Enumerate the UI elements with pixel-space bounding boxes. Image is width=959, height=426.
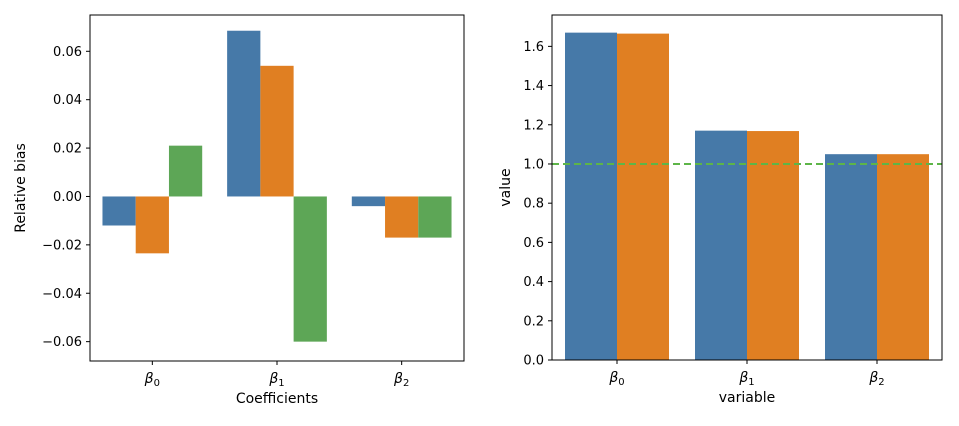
x-tick-label: β1 — [268, 371, 284, 389]
y-axis-label: Relative bias — [13, 143, 29, 233]
y-tick-label: 0.4 — [523, 275, 544, 290]
y-tick-label: 0.8 — [523, 197, 544, 212]
x-tick-label: β0 — [144, 371, 160, 389]
y-tick-label: 1.4 — [523, 79, 544, 94]
x-tick-label: β2 — [393, 371, 409, 389]
bar-series-3-cat-0 — [168, 145, 203, 197]
left-chart-relative-bias: −0.06 −0.04 −0.02 0.00 0.02 0.04 0.06 β0 β1 β2 Coe… — [13, 14, 465, 407]
bar-series-2-cat-0 — [135, 196, 169, 254]
bar-series-1-cat-2 — [825, 154, 877, 360]
y-tick-label: −0.02 — [42, 238, 82, 253]
bar-series-2-cat-2 — [385, 196, 419, 238]
y-tick-label: 0.02 — [53, 142, 82, 157]
bar-series-1-cat-0 — [565, 32, 617, 360]
y-tick-label: 1.2 — [523, 118, 544, 133]
bar-series-1-cat-1 — [695, 130, 747, 360]
y-tick-label: 1.6 — [523, 40, 544, 55]
y-tick-label: 1.0 — [523, 157, 544, 172]
y-tick-label: 0.6 — [523, 236, 544, 251]
y-tick-label: −0.06 — [42, 335, 82, 350]
x-tick-label: β1 — [738, 370, 754, 388]
bar-series-2-cat-2 — [877, 154, 929, 360]
bar-series-2-cat-1 — [260, 65, 294, 197]
y-tick-label: 0.06 — [53, 45, 82, 60]
bar-series-1-cat-0 — [102, 196, 136, 226]
x-tick-label: β2 — [868, 370, 884, 388]
y-tick-label: −0.04 — [42, 287, 82, 302]
x-tick-label: β0 — [608, 370, 624, 388]
y-tick-label: 0.0 — [523, 354, 544, 369]
x-axis-label: variable — [719, 390, 775, 406]
y-tick-label: 0.04 — [53, 93, 82, 108]
bar-series-2-cat-1 — [747, 131, 799, 360]
y-tick-label: 0.2 — [523, 314, 544, 329]
bar-series-2-cat-0 — [617, 33, 669, 361]
y-axis-label: value — [498, 168, 514, 206]
x-axis-label: Coefficients — [236, 391, 318, 407]
bar-series-1-cat-1 — [227, 30, 261, 197]
right-chart-value: 0.0 0.2 0.4 0.6 0.8 1.0 1.2 1.4 1.6 β0 β1 β2 variabl… — [498, 14, 943, 406]
bar-series-1-cat-2 — [351, 196, 386, 207]
bar-series-3-cat-1 — [293, 196, 327, 342]
bar-series-3-cat-2 — [418, 196, 452, 238]
y-tick-label: 0.00 — [53, 190, 82, 205]
